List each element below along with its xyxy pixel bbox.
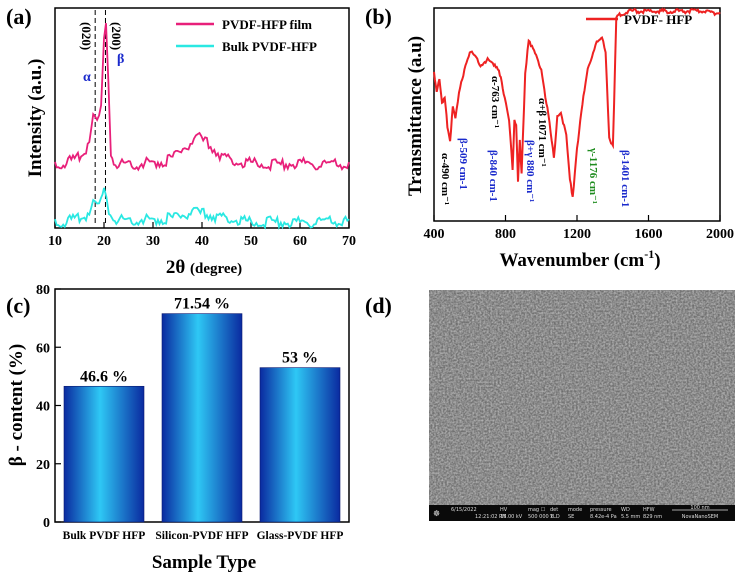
panel-a-tick-label: 40 bbox=[195, 234, 209, 249]
panel-a-label: (a) bbox=[6, 4, 32, 29]
sem-field-value: 5.5 mm bbox=[621, 514, 640, 520]
sem-field-header: WD bbox=[621, 507, 630, 513]
panel-a-x-axis-label: 2θ (degree) bbox=[166, 257, 242, 278]
panel-b-tick-label: 800 bbox=[495, 227, 516, 242]
panel-b-annotation: α+β 1071 cm⁻¹ bbox=[536, 98, 548, 167]
panel-b-annotation: α-490 cm⁻¹ bbox=[439, 153, 451, 205]
panel-d-label: (d) bbox=[365, 293, 392, 318]
panel-c-data-label: 53 % bbox=[282, 350, 318, 367]
sem-instrument: NovaNanoSEM bbox=[682, 514, 719, 520]
panel-b: (b) 400 800 1200 1600 2000 Transmittance (a.… bbox=[365, 4, 734, 271]
panel-b-x-axis: 400 800 1200 1600 2000 bbox=[424, 215, 734, 242]
panel-a-series-pvdf-hfp-film bbox=[54, 22, 350, 173]
sem-field-value: 500 000 x bbox=[528, 514, 553, 520]
panel-c-tick-label: 40 bbox=[36, 400, 50, 415]
panel-c-bar bbox=[259, 367, 341, 523]
sem-field-header: HV bbox=[500, 507, 508, 513]
panel-b-x-axis-label: Wavenumber (cm-1) bbox=[499, 247, 660, 271]
legend-pvdf-hfp: PVDF- HFP bbox=[624, 12, 692, 27]
panel-b-tick-label: 400 bbox=[424, 227, 445, 242]
panel-b-label: (b) bbox=[365, 4, 392, 29]
panel-c-y-axis-label: β - content (%) bbox=[6, 344, 27, 466]
sem-field-value: 6/15/2022 bbox=[451, 507, 477, 513]
panel-a-y-axis-label: Intensity (a.u.) bbox=[25, 59, 46, 178]
sem-field-header: HFW bbox=[643, 507, 655, 513]
sem-field-value: 15.00 kV bbox=[500, 514, 523, 520]
sem-micrograph bbox=[429, 290, 735, 505]
panel-a-plot-area bbox=[54, 10, 350, 231]
panel-c-bar bbox=[63, 385, 145, 523]
panel-c-bar bbox=[161, 313, 243, 523]
panel-a-tick-label: 10 bbox=[48, 234, 62, 249]
panel-c-category-label: Bulk PVDF HFP bbox=[63, 530, 146, 542]
panel-c-category-label: Silicon-PVDF HFP bbox=[155, 530, 248, 542]
panel-c: (c) 0 20 40 60 80 46.6 % Bulk PVDF HFP 71.54 %… bbox=[6, 283, 350, 573]
sem-field-value: TLD bbox=[549, 514, 560, 520]
panel-b-annotation: β-840 cm-1 bbox=[487, 150, 499, 202]
sem-field-header: pressure bbox=[590, 507, 612, 513]
panel-a-series-bulk-pvdf-hfp bbox=[54, 187, 350, 231]
panel-a-tick-label: 20 bbox=[97, 234, 111, 249]
annotation-200: (200) bbox=[109, 22, 124, 50]
annotation-beta: β bbox=[117, 52, 124, 67]
panel-b-tick-label: 2000 bbox=[706, 227, 734, 242]
sem-scale-label: 100 nm bbox=[690, 505, 709, 511]
panel-c-data-label: 71.54 % bbox=[174, 296, 230, 313]
sem-field-header: mode bbox=[568, 507, 582, 513]
panel-b-annotation: β+γ 880 cm⁻¹ bbox=[524, 140, 536, 202]
sem-logo-icon: ☸ bbox=[433, 509, 440, 518]
panel-a-x-axis: 10 20 30 40 50 60 70 bbox=[48, 222, 356, 249]
panel-c-tick-label: 80 bbox=[36, 283, 50, 298]
panel-c-label: (c) bbox=[6, 293, 30, 318]
legend-bulk-pvdf-hfp: Bulk PVDF-HFP bbox=[222, 39, 317, 54]
sem-field-header: mag ☐ bbox=[528, 507, 545, 513]
panel-b-annotations: α-490 cm⁻¹ β-509 cm-1 α-763 cm⁻¹ β-840 cm-1… bbox=[439, 76, 631, 207]
panel-b-plot-area bbox=[433, 7, 721, 198]
panel-c-data-label: 46.6 % bbox=[80, 368, 128, 385]
panel-b-annotation: β-509 cm-1 bbox=[457, 138, 469, 190]
panel-c-category-label: Glass-PVDF HFP bbox=[257, 530, 344, 542]
panel-c-x-axis-label: Sample Type bbox=[152, 552, 256, 573]
panel-c-tick-label: 0 bbox=[43, 516, 50, 531]
panel-b-tick-label: 1200 bbox=[563, 227, 591, 242]
panel-b-annotation: α-763 cm⁻¹ bbox=[489, 76, 501, 128]
panel-a-tick-label: 70 bbox=[342, 234, 356, 249]
legend-pvdf-hfp-film: PVDF-HFP film bbox=[222, 17, 312, 32]
annotation-alpha: α bbox=[83, 70, 91, 85]
panel-b-annotation: γ-1176 cm⁻¹ bbox=[587, 147, 599, 204]
panel-a: (a) 10 20 30 40 50 60 70 Intensity (a.u.) 2θ (… bbox=[6, 4, 356, 278]
panel-b-tick-label: 1600 bbox=[635, 227, 663, 242]
panel-c-y-axis: 0 20 40 60 80 bbox=[36, 283, 61, 531]
panel-c-bars: 46.6 % Bulk PVDF HFP 71.54 % Silicon-PVDF H… bbox=[63, 296, 344, 542]
annotation-020: (020) bbox=[79, 22, 94, 50]
panel-b-y-axis-label: Transmittance (a.u) bbox=[405, 36, 426, 196]
panel-b-frame bbox=[433, 7, 721, 222]
panel-c-tick-label: 60 bbox=[36, 341, 50, 356]
panel-a-tick-label: 60 bbox=[293, 234, 307, 249]
panel-a-tick-label: 50 bbox=[244, 234, 258, 249]
panel-a-tick-label: 30 bbox=[146, 234, 160, 249]
sem-field-header: det bbox=[550, 507, 558, 513]
sem-field-value: SE bbox=[568, 514, 574, 520]
sem-field-value: 8.42e-4 Pa bbox=[590, 514, 617, 520]
panel-b-annotation: β-1401 cm-1 bbox=[619, 150, 631, 207]
panel-b-series-pvdf-hfp bbox=[433, 7, 721, 198]
sem-field-value: 12:21:02 PM bbox=[475, 514, 506, 520]
sem-field-value: 829 nm bbox=[643, 514, 662, 520]
panel-c-tick-label: 20 bbox=[36, 458, 50, 473]
